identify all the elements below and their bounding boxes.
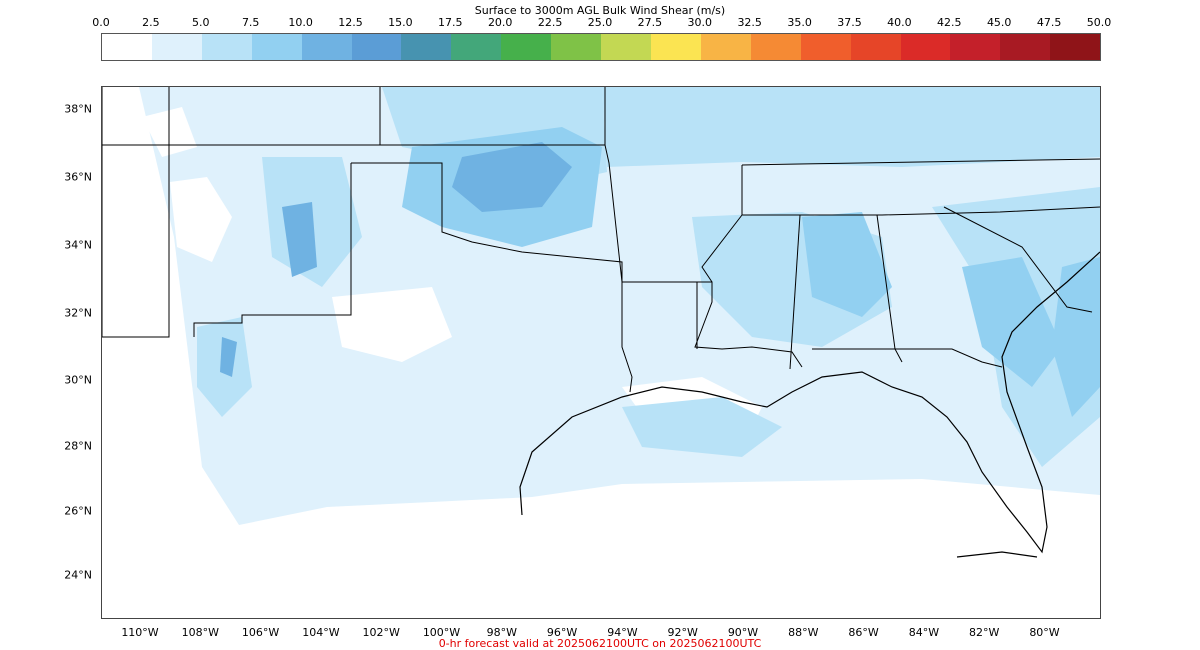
peak-shear-areas — [220, 142, 572, 377]
colorbar-swatch — [451, 34, 502, 60]
colorbar-tick-label: 17.5 — [438, 16, 463, 29]
colorbar-swatch — [401, 34, 452, 60]
colorbar-tick-label: 25.0 — [587, 16, 613, 29]
colorbar-tick-label: 7.5 — [241, 16, 260, 29]
colorbar-tick-label: 30.0 — [687, 16, 713, 29]
forecast-footer: 0-hr forecast valid at 2025062100UTC on … — [438, 637, 762, 650]
longitude-label: 86°W — [848, 626, 879, 639]
colorbar-swatch — [750, 34, 801, 60]
longitude-label: 96°W — [546, 626, 578, 639]
colorbar-tick-label: 37.5 — [837, 16, 862, 29]
state-boundaries — [102, 87, 1100, 393]
colorbar-swatch — [351, 34, 402, 60]
colorbar-tick-label: 47.5 — [1036, 16, 1062, 29]
colorbar-tick-label: 42.5 — [937, 16, 962, 29]
latitude-label: 26°N — [64, 504, 92, 518]
colorbar-tick-label: 27.5 — [637, 16, 663, 29]
longitude-label: 88°W — [788, 626, 819, 639]
colorbar-title: Surface to 3000m AGL Bulk Wind Shear (m/… — [474, 4, 726, 17]
latitude-label: 36°N — [64, 170, 92, 184]
latitude-label: 32°N — [64, 306, 92, 320]
longitude-label: 102°W — [362, 626, 400, 639]
colorbar-tick-label: 5.0 — [192, 16, 210, 29]
longitude-label: 82°W — [969, 626, 1000, 639]
colorbar-swatch — [301, 34, 352, 60]
colorbar-swatch — [900, 34, 951, 60]
longitude-label: 110°W — [121, 626, 159, 639]
colorbar-tick-label: 20.0 — [487, 16, 513, 29]
colorbar-swatch — [501, 34, 552, 60]
latitude-label: 30°N — [64, 373, 92, 387]
longitude-label: 104°W — [302, 626, 340, 639]
longitude-label: 108°W — [181, 626, 219, 639]
colorbar-swatch — [800, 34, 851, 60]
colorbar-swatch — [201, 34, 252, 60]
colorbar-swatch — [850, 34, 901, 60]
colorbar-swatch — [251, 34, 302, 60]
colorbar-tick-label: 32.5 — [737, 16, 762, 29]
colorbar-swatch — [151, 34, 202, 60]
longitude-label: 98°W — [486, 626, 517, 639]
colorbar-swatch — [601, 34, 651, 60]
latitude-label: 28°N — [64, 439, 92, 453]
longitude-label: 90°W — [727, 626, 759, 639]
colorbar-swatch — [102, 34, 152, 60]
latitude-label: 24°N — [64, 568, 92, 582]
longitude-label: 84°W — [908, 626, 940, 639]
coastline — [519, 251, 1100, 558]
longitude-label: 94°W — [607, 626, 638, 639]
colorbar-tick-label: 40.0 — [887, 16, 912, 29]
colorbar-swatch — [650, 34, 701, 60]
data-domain — [139, 87, 1100, 525]
colorbar-tick-label: 50.0 — [1086, 16, 1112, 29]
colorbar-swatch — [551, 34, 602, 60]
colorbar-tick-label: 10.0 — [288, 16, 313, 29]
colorbar-swatch — [950, 34, 1001, 60]
colorbar-swatch — [1050, 34, 1101, 60]
latitude-label: 38°N — [64, 102, 92, 116]
colorbar-tick-label: 22.5 — [537, 16, 563, 29]
map-panel — [101, 86, 1101, 619]
longitude-label: 100°W — [422, 626, 461, 639]
colorbar — [101, 33, 1101, 61]
colorbar-tick-label: 15.0 — [388, 16, 413, 29]
colorbar-tick-label: 12.5 — [338, 16, 363, 29]
latitude-label: 34°N — [64, 238, 92, 252]
colorbar-tick-label: 2.5 — [142, 16, 160, 29]
colorbar-swatch — [700, 34, 751, 60]
longitude-label: 92°W — [667, 626, 698, 639]
longitude-label: 106°W — [241, 626, 280, 639]
colorbar-tick-label: 45.0 — [986, 16, 1012, 29]
colorbar-tick-label: 0.0 — [92, 16, 110, 29]
wind-shear-map — [102, 87, 1100, 558]
longitude-label: 80°W — [1029, 626, 1060, 639]
colorbar-swatch — [1000, 34, 1051, 60]
colorbar-tick-label: 35.0 — [787, 16, 812, 29]
